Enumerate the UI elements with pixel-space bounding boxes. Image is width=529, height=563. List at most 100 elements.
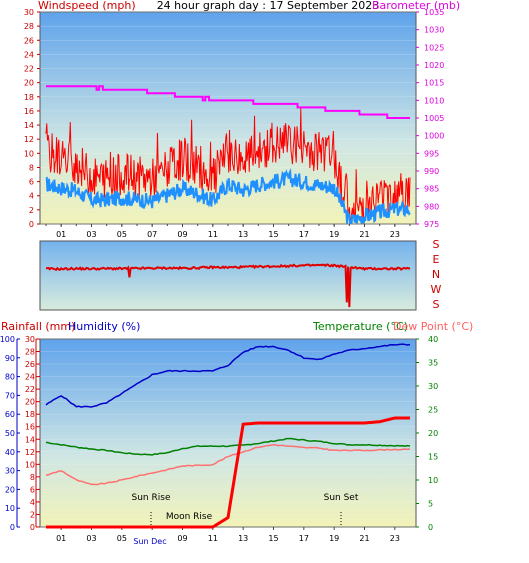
x-tick-label: 03: [86, 534, 96, 543]
humidity-tick-label: 10: [5, 504, 15, 513]
direction-label: S: [433, 298, 440, 311]
wind-tick-label: 6: [29, 178, 34, 187]
wind-tick-label: 24: [24, 50, 34, 59]
temp-tick-label: 25: [428, 406, 438, 415]
x-tick-label: 11: [208, 230, 218, 239]
dew-point-line: [45, 444, 411, 486]
baro-tick-label: 1000: [424, 132, 444, 141]
temp-axis-label: Temperature (°C): [312, 320, 408, 333]
x-tick-label: 13: [238, 230, 248, 239]
wind-tick-label: 8: [29, 163, 34, 172]
baro-tick-label: 985: [424, 185, 439, 194]
x-tick-label: 23: [390, 534, 400, 543]
temp-tick-label: 30: [428, 382, 438, 391]
temp-y-axis-ticks: 0 5 10 15 20 25 30 35 40: [416, 335, 438, 532]
humidity-tick-label: 50: [5, 429, 15, 438]
rain-tick-label: 16: [25, 423, 35, 432]
rain-tick-label: 4: [30, 498, 35, 507]
x-tick-label: 17: [299, 230, 309, 239]
baro-axis-label: Barometer (mb): [372, 0, 460, 12]
x-tick-label: 15: [268, 534, 278, 543]
rain-hum-temp-plot-area: [39, 338, 417, 528]
humidity-axis-label: Humidity (%): [68, 320, 140, 333]
baro-tick-label: 975: [424, 220, 439, 229]
x-tick-label: 03: [86, 230, 96, 239]
wind-baro-plot-area: [39, 11, 417, 225]
humidity-tick-label: 30: [5, 467, 15, 476]
wind-tick-label: 12: [24, 135, 34, 144]
wind-tick-label: 16: [24, 107, 34, 116]
rain-tick-label: 14: [25, 435, 35, 444]
rain-tick-label: 20: [25, 398, 35, 407]
x-tick-label: 21: [359, 230, 369, 239]
baro-tick-label: 1035: [424, 8, 444, 17]
direction-label: E: [433, 253, 440, 266]
temp-tick-label: 10: [428, 476, 438, 485]
x-tick-label: 11: [208, 534, 218, 543]
baro-tick-label: 990: [424, 167, 439, 176]
rain-tick-label: 6: [30, 485, 35, 494]
baro-tick-label: 1020: [424, 61, 444, 70]
wind-tick-label: 0: [29, 220, 34, 229]
x-tick-label: 09: [177, 534, 187, 543]
baro-tick-label: 1005: [424, 114, 444, 123]
humidity-tick-label: 40: [5, 448, 15, 457]
temp-tick-label: 15: [428, 453, 438, 462]
humidity-tick-label: 70: [5, 391, 15, 400]
sun-set-label: Sun Set: [324, 493, 359, 503]
baro-y-axis-ticks: 975 980 985 990 995 1000 1005 1010 1015 1020 1025 1…: [416, 8, 444, 229]
rain-tick-label: 8: [30, 473, 35, 482]
direction-plot-area: [39, 240, 417, 311]
rain-tick-label: 28: [25, 348, 35, 357]
baro-tick-label: 1010: [424, 96, 444, 105]
wind-tick-label: 2: [29, 206, 34, 215]
x-tick-label: 21: [359, 534, 369, 543]
sun-dec-label: Sun Dec: [133, 537, 166, 546]
wind-tick-label: 30: [24, 8, 34, 17]
x-tick-label: 01: [56, 230, 66, 239]
humidity-tick-label: 60: [5, 410, 15, 419]
chart-title: 24 hour graph day : 17 September 2023: [157, 0, 380, 12]
dew-axis-label: Dew Point (°C): [393, 320, 473, 333]
direction-label: N: [432, 268, 440, 281]
wind-tick-label: 26: [24, 36, 34, 45]
rain-tick-label: 18: [25, 410, 35, 419]
temperature-line: [45, 437, 411, 456]
moon-rise-label: Moon Rise: [166, 512, 213, 522]
humidity-line: [45, 343, 411, 408]
wind-axis-label: Windspeed (mph): [38, 0, 136, 12]
direction-label: W: [431, 283, 442, 296]
lower-x-axis-ticks: 01 03 05 09 11 13 15 17 19 21 23: [56, 527, 400, 543]
rain-tick-label: 12: [25, 448, 35, 457]
humidity-tick-label: 90: [5, 354, 15, 363]
rain-tick-label: 26: [25, 360, 35, 369]
temp-tick-label: 0: [428, 523, 433, 532]
wind-tick-label: 28: [24, 22, 34, 31]
x-tick-label: 13: [238, 534, 248, 543]
wind-tick-label: 4: [29, 192, 34, 201]
humidity-tick-label: 20: [5, 485, 15, 494]
humidity-tick-label: 0: [10, 523, 15, 532]
baro-tick-label: 995: [424, 149, 439, 158]
humidity-y-axis-ticks: 0 10 20 30 40 50 60 70 80 90 100: [0, 335, 20, 532]
x-tick-label: 15: [268, 230, 278, 239]
rain-tick-label: 10: [25, 460, 35, 469]
baro-tick-label: 1030: [424, 26, 444, 35]
wind-direction-line: [45, 263, 411, 308]
x-tick-label: 23: [390, 230, 400, 239]
x-tick-label: 19: [329, 534, 339, 543]
x-tick-label: 05: [117, 534, 127, 543]
baro-tick-label: 980: [424, 202, 439, 211]
wind-tick-label: 18: [24, 93, 34, 102]
temp-tick-label: 40: [428, 335, 438, 344]
wind-average-line: [45, 168, 411, 225]
baro-tick-label: 1015: [424, 79, 444, 88]
x-tick-label: 09: [177, 230, 187, 239]
rain-tick-label: 24: [25, 373, 35, 382]
rainfall-line: [46, 416, 410, 529]
x-tick-label: 05: [117, 230, 127, 239]
baro-tick-label: 1025: [424, 43, 444, 52]
